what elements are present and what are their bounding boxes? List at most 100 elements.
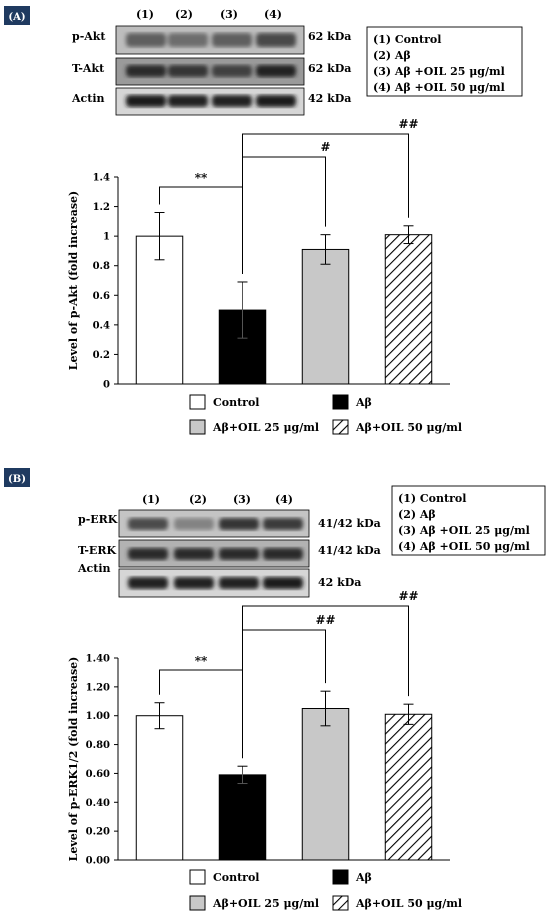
blot-row: Actin 42 kDa bbox=[71, 87, 351, 116]
blot-band bbox=[263, 548, 303, 560]
panel-a: (A) (1) (2) (3) (4) p-Akt 62 kDa T-Akt 6… bbox=[4, 6, 523, 435]
blot-band bbox=[128, 518, 168, 530]
y-tick-label: 0.00 bbox=[86, 856, 110, 867]
legend-swatch-abeta bbox=[332, 394, 349, 410]
group-key-item: (2) Aβ bbox=[398, 508, 436, 521]
blot-kda: 41/42 kDa bbox=[318, 544, 381, 557]
group-key-item: (2) Aβ bbox=[373, 49, 411, 62]
legend-swatch-control bbox=[189, 869, 206, 885]
legend: Control Aβ Aβ+OIL 25 μg/ml Aβ+OIL 50 μg/… bbox=[189, 869, 462, 911]
legend-label: Control bbox=[213, 396, 259, 409]
blot-label: T-Akt bbox=[72, 62, 105, 75]
bar bbox=[218, 774, 267, 861]
y-tick-label: 0.60 bbox=[86, 769, 110, 780]
blot-kda: 41/42 kDa bbox=[318, 517, 381, 530]
blot-label: T-ERK bbox=[78, 544, 116, 557]
significance-mark: ## bbox=[398, 589, 418, 603]
lane-label: (3) bbox=[233, 493, 251, 506]
significance-mark: ## bbox=[315, 613, 335, 627]
legend: Control Aβ Aβ+OIL 25 μg/ml Aβ+OIL 50 μg/… bbox=[189, 394, 462, 435]
group-key-item: (1) Control bbox=[373, 33, 441, 46]
legend-label: Aβ+OIL 50 μg/ml bbox=[355, 421, 462, 434]
significance-bracket bbox=[159, 669, 243, 759]
legend-label: Aβ bbox=[355, 396, 372, 409]
blot-band bbox=[174, 548, 214, 560]
blot-kda: 62 kDa bbox=[308, 30, 351, 43]
y-tick-label: 1 bbox=[103, 232, 110, 243]
blot-band bbox=[219, 577, 259, 589]
significance-mark: ## bbox=[398, 117, 418, 131]
legend-label: Aβ+OIL 25 μg/ml bbox=[212, 897, 319, 910]
blot-row: p-Akt 62 kDa bbox=[72, 25, 351, 55]
group-key bbox=[391, 485, 546, 556]
bar bbox=[384, 713, 433, 861]
group-key bbox=[366, 26, 523, 97]
group-key-item: (3) Aβ +OIL 25 μg/ml bbox=[373, 65, 505, 78]
group-key-item: (3) Aβ +OIL 25 μg/ml bbox=[398, 524, 530, 537]
blot-band bbox=[212, 33, 252, 47]
lane-label: (2) bbox=[175, 8, 193, 21]
y-tick-label: 0 bbox=[103, 380, 110, 391]
blot-band bbox=[219, 548, 259, 560]
lane-label: (3) bbox=[220, 8, 238, 21]
blot-label: Actin bbox=[77, 562, 111, 575]
lane-label: (1) bbox=[142, 493, 160, 506]
bar bbox=[301, 708, 350, 861]
blot-band bbox=[174, 518, 214, 530]
significance-mark: ** bbox=[195, 171, 208, 185]
significance-mark: # bbox=[320, 140, 330, 154]
legend-swatch-oil50 bbox=[332, 895, 349, 911]
panel-a-label: (A) bbox=[8, 12, 25, 23]
panel-a-badge bbox=[4, 6, 30, 25]
blot-band bbox=[263, 518, 303, 530]
blot-band bbox=[212, 65, 252, 77]
blot-band bbox=[168, 33, 208, 47]
blot-label: Actin bbox=[71, 92, 105, 105]
blot-band bbox=[168, 95, 208, 107]
blot-band bbox=[263, 577, 303, 589]
blot-row: T-ERK 41/42 kDa bbox=[78, 539, 381, 568]
y-tick-label: 1.4 bbox=[93, 173, 110, 184]
blot-row: T-Akt 62 kDa bbox=[72, 57, 351, 86]
y-tick-label: 0.2 bbox=[93, 350, 110, 361]
y-tick-label: 1.40 bbox=[86, 654, 110, 665]
y-axis-label: Level of p-Akt (fold increase) bbox=[67, 191, 80, 371]
blot-label: p-Akt bbox=[72, 30, 106, 43]
panel-b: (B) (1) (2) (3) (4) p-ERK 41/42 kDa T-ER… bbox=[4, 468, 546, 911]
blot-band bbox=[174, 577, 214, 589]
blot-band bbox=[168, 65, 208, 77]
lane-label: (4) bbox=[264, 8, 282, 21]
significance-bracket bbox=[242, 156, 326, 227]
y-tick-label: 0.4 bbox=[93, 320, 110, 331]
bar bbox=[135, 235, 184, 385]
blot-band bbox=[256, 33, 296, 47]
legend-label: Aβ+OIL 50 μg/ml bbox=[355, 897, 462, 910]
legend-label: Aβ+OIL 25 μg/ml bbox=[212, 421, 319, 434]
significance-mark: ** bbox=[195, 654, 208, 668]
blot-band bbox=[256, 95, 296, 107]
blot-kda: 62 kDa bbox=[308, 62, 351, 75]
blot-label: p-ERK bbox=[78, 513, 118, 526]
bar bbox=[301, 248, 350, 385]
group-key-item: (4) Aβ +OIL 50 μg/ml bbox=[398, 540, 530, 553]
lane-label: (4) bbox=[275, 493, 293, 506]
legend-swatch-oil25 bbox=[189, 419, 206, 435]
blot-kda: 42 kDa bbox=[308, 92, 351, 105]
y-tick-label: 0.6 bbox=[93, 291, 110, 302]
lane-label: (2) bbox=[189, 493, 207, 506]
y-axis-label: Level of p-ERK1/2 (fold increase) bbox=[67, 657, 80, 862]
blot-band bbox=[126, 65, 166, 77]
legend-label: Control bbox=[213, 871, 259, 884]
blot-kda: 42 kDa bbox=[318, 576, 361, 589]
group-key-item: (1) Control bbox=[398, 492, 466, 505]
legend-label: Aβ bbox=[355, 871, 372, 884]
blot-row: Actin 42 kDa bbox=[77, 562, 361, 598]
bar bbox=[384, 234, 433, 385]
legend-swatch-oil50 bbox=[332, 419, 349, 435]
blot-band bbox=[219, 518, 259, 530]
panel-b-badge bbox=[4, 468, 30, 487]
blot-band bbox=[212, 95, 252, 107]
panel-b-label: (B) bbox=[8, 474, 26, 485]
y-tick-label: 0.8 bbox=[93, 261, 110, 272]
